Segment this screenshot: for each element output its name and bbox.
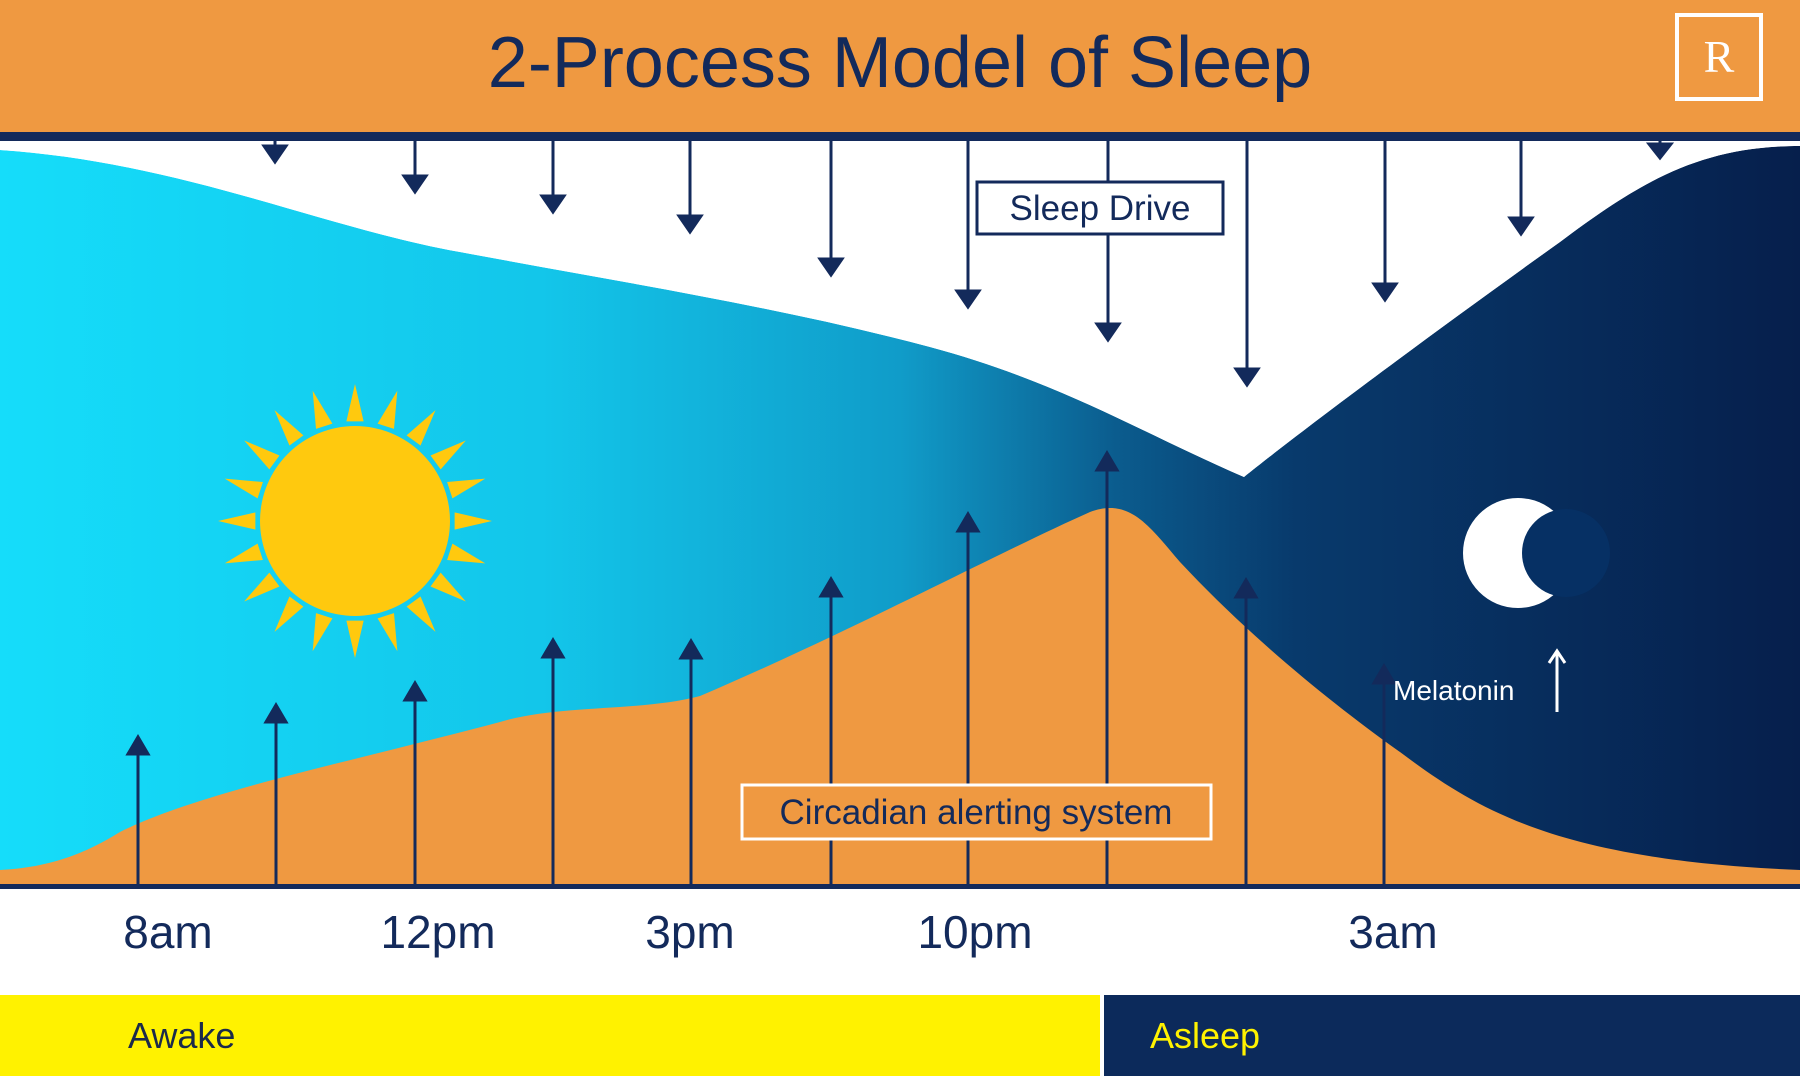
sun-ray [447, 543, 486, 564]
down-arrow-head [1371, 282, 1399, 303]
down-arrow-head [539, 194, 567, 215]
time-tick-3am: 3am [1348, 906, 1438, 958]
sun-ray [346, 620, 364, 658]
sun-ray [430, 440, 466, 470]
up-arrow-head [263, 702, 289, 724]
melatonin-label: Melatonin [1393, 675, 1514, 706]
up-arrow-head [678, 638, 704, 660]
time-tick-12pm: 12pm [380, 906, 496, 958]
sun-ray [346, 384, 364, 422]
sleep-drive-label: Sleep Drive [1010, 189, 1191, 228]
down-arrow-head [817, 257, 845, 278]
sun-ray [377, 390, 398, 429]
down-arrow-head [261, 144, 289, 165]
down-arrow-head [401, 174, 429, 195]
awake-segment: Awake [0, 995, 1100, 1076]
sun-ray [406, 410, 436, 446]
down-arrow-head [954, 289, 982, 310]
circadian-area [0, 508, 1800, 885]
sun-ray [312, 613, 333, 652]
top-rule [0, 132, 1800, 141]
up-arrow-head [1371, 663, 1397, 685]
time-tick-3pm: 3pm [645, 906, 735, 958]
sun-ray [312, 390, 333, 429]
sun-ray [454, 512, 492, 530]
time-axis: 8am 12pm 3pm 10pm 3am [0, 905, 1800, 985]
down-arrow-head [1645, 142, 1675, 161]
sun-ray [244, 440, 280, 470]
up-arrow-head [1233, 577, 1259, 599]
up-arrow-head [540, 637, 566, 659]
sun-ray [430, 572, 466, 602]
time-tick-10pm: 10pm [917, 906, 1033, 958]
up-arrow-head [818, 576, 844, 598]
up-arrow-head [955, 511, 981, 533]
sleep-drive-arrows [261, 141, 1675, 388]
up-arrow-head [402, 680, 428, 702]
page-title: 2-Process Model of Sleep [487, 23, 1313, 103]
sky-band [0, 146, 1800, 885]
melatonin-up-arrow [1547, 648, 1567, 712]
sun-icon [218, 384, 492, 658]
down-arrow-head [1507, 216, 1535, 237]
sun-ray [377, 613, 398, 652]
sun-ray [224, 543, 263, 564]
header-banner: 2-Process Model of Sleep R [0, 0, 1800, 132]
up-arrow-head [1094, 450, 1120, 472]
down-arrow-head [676, 214, 704, 235]
state-bar: Awake Asleep [0, 995, 1800, 1076]
circadian-label: Circadian alerting system [780, 793, 1173, 832]
time-tick-8am: 8am [123, 906, 213, 958]
up-arrow-head [125, 734, 151, 756]
down-arrow-head [1233, 367, 1261, 388]
sun-ray [406, 596, 436, 632]
down-arrow-head [1094, 322, 1122, 343]
circadian-label-box: Circadian alerting system [740, 783, 1213, 841]
sun-ray [218, 512, 256, 530]
sun-ray [447, 478, 486, 499]
sun-ray [244, 572, 280, 602]
circadian-arrows [125, 450, 1397, 884]
logo-badge: R [1675, 13, 1763, 101]
sun-ray [224, 478, 263, 499]
crescent-moon-icon [1463, 498, 1610, 608]
sleep-drive-label-box: Sleep Drive [975, 180, 1225, 236]
sun-ray [274, 596, 304, 632]
sleep-drive-area [0, 141, 1800, 477]
awake-label: Awake [128, 1015, 236, 1056]
asleep-segment: Asleep [1104, 995, 1800, 1076]
sun-ray [274, 410, 304, 446]
baseline-rule [0, 884, 1800, 889]
two-process-diagram: Sleep Drive Circadian alerting system Me… [0, 132, 1800, 889]
asleep-label: Asleep [1150, 1015, 1261, 1056]
